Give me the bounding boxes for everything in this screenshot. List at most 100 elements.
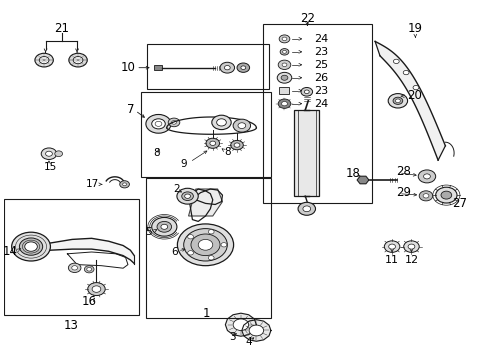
Circle shape — [304, 90, 308, 94]
Text: 29: 29 — [395, 186, 410, 199]
Bar — [153, 65, 162, 70]
Circle shape — [282, 50, 286, 53]
Circle shape — [234, 143, 240, 147]
Circle shape — [395, 99, 400, 103]
Circle shape — [221, 243, 226, 247]
Text: 23: 23 — [314, 86, 328, 96]
Circle shape — [198, 239, 212, 250]
Bar — [262, 24, 371, 203]
Circle shape — [73, 57, 83, 64]
Circle shape — [387, 94, 407, 108]
Text: 5: 5 — [145, 227, 152, 237]
Circle shape — [183, 229, 227, 261]
Circle shape — [157, 221, 171, 232]
Circle shape — [403, 241, 418, 252]
Circle shape — [84, 266, 94, 273]
Circle shape — [187, 235, 193, 239]
Text: 24: 24 — [314, 34, 328, 44]
Circle shape — [302, 206, 310, 212]
Circle shape — [177, 188, 198, 204]
Text: 26: 26 — [314, 73, 328, 83]
Text: 6: 6 — [171, 247, 178, 257]
Circle shape — [41, 148, 57, 159]
Circle shape — [87, 283, 105, 296]
Text: 22: 22 — [299, 12, 314, 25]
Text: 3: 3 — [228, 332, 235, 342]
Circle shape — [151, 217, 177, 236]
Bar — [278, 87, 289, 94]
Circle shape — [435, 187, 456, 203]
Circle shape — [300, 87, 312, 96]
Text: 1: 1 — [202, 307, 209, 320]
Circle shape — [209, 141, 215, 145]
Circle shape — [92, 286, 101, 292]
Circle shape — [211, 115, 231, 130]
Circle shape — [392, 97, 402, 104]
Bar — [294, 110, 319, 196]
Polygon shape — [356, 176, 368, 184]
Circle shape — [248, 325, 263, 336]
Circle shape — [168, 118, 180, 127]
Text: 28: 28 — [395, 165, 410, 177]
Circle shape — [161, 224, 167, 229]
Circle shape — [187, 251, 193, 255]
Circle shape — [86, 267, 91, 271]
Circle shape — [417, 170, 435, 183]
Circle shape — [45, 151, 52, 156]
Circle shape — [298, 202, 315, 215]
Text: 4: 4 — [245, 337, 251, 347]
Circle shape — [233, 319, 248, 330]
Circle shape — [39, 57, 49, 64]
Circle shape — [418, 191, 432, 201]
Bar — [147, 44, 269, 89]
Circle shape — [278, 99, 290, 108]
Text: 27: 27 — [451, 197, 467, 210]
Circle shape — [151, 119, 165, 129]
Text: 9: 9 — [180, 159, 186, 169]
Circle shape — [407, 244, 414, 249]
Circle shape — [423, 174, 429, 179]
Circle shape — [230, 140, 243, 150]
Text: 24: 24 — [314, 99, 328, 109]
Polygon shape — [225, 313, 256, 336]
Circle shape — [12, 232, 50, 261]
Circle shape — [422, 194, 428, 198]
Text: 25: 25 — [314, 60, 328, 70]
Circle shape — [277, 72, 291, 83]
Circle shape — [20, 238, 42, 255]
Circle shape — [282, 63, 286, 67]
Text: 20: 20 — [407, 89, 422, 102]
Circle shape — [224, 66, 230, 70]
Circle shape — [281, 75, 287, 80]
Text: 2: 2 — [173, 184, 180, 194]
Polygon shape — [242, 320, 270, 341]
Bar — [141, 92, 270, 177]
Circle shape — [182, 192, 193, 201]
Text: 11: 11 — [384, 255, 398, 265]
Circle shape — [388, 244, 395, 249]
Circle shape — [145, 114, 171, 133]
Text: 15: 15 — [44, 162, 57, 172]
Circle shape — [280, 49, 288, 55]
Circle shape — [120, 181, 129, 188]
Text: 8: 8 — [153, 148, 160, 158]
Circle shape — [238, 123, 245, 129]
Circle shape — [25, 242, 37, 251]
Bar — [4, 199, 139, 315]
Circle shape — [393, 59, 398, 63]
Circle shape — [220, 62, 234, 73]
Circle shape — [191, 234, 220, 256]
Circle shape — [208, 256, 214, 260]
Text: 23: 23 — [314, 47, 328, 57]
Bar — [145, 178, 270, 318]
Circle shape — [403, 71, 408, 75]
Circle shape — [278, 60, 290, 69]
Circle shape — [440, 191, 451, 199]
Circle shape — [208, 230, 214, 234]
Circle shape — [384, 241, 399, 252]
Text: 10: 10 — [120, 61, 135, 74]
Text: 18: 18 — [345, 167, 360, 180]
Circle shape — [279, 35, 289, 43]
Circle shape — [282, 37, 286, 41]
Circle shape — [237, 63, 249, 72]
